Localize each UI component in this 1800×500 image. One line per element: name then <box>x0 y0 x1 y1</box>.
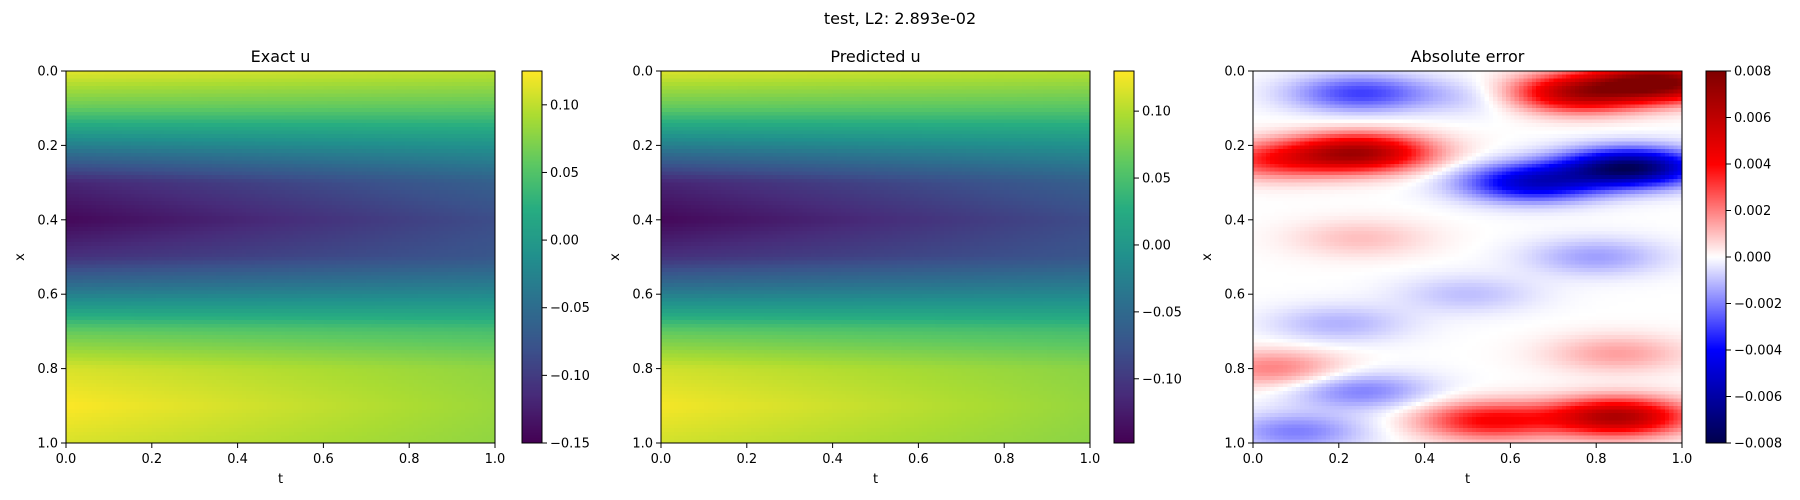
colorbar-tick-label: −0.004 <box>1734 344 1782 359</box>
y-tick-label: 1.0 <box>37 437 58 452</box>
x-tick-label: 0.2 <box>736 452 757 467</box>
colorbar-tick-label: −0.10 <box>550 369 590 384</box>
x-tick-label: 0.2 <box>1328 452 1349 467</box>
colorbar-tick-label: −0.008 <box>1734 437 1782 452</box>
x-tick-label: 0.0 <box>651 452 672 467</box>
colorbar-tick-label: −0.006 <box>1734 390 1782 405</box>
x-tick-label: 0.4 <box>227 452 248 467</box>
x-axis-label: t <box>278 472 283 487</box>
colorbar-tick-label: −0.15 <box>550 437 590 452</box>
colorbar-gradient <box>1706 71 1726 443</box>
x-tick-label: 0.0 <box>56 452 77 467</box>
y-tick-label: 0.2 <box>37 139 58 154</box>
panel-exact-u: Exact u0.0 0.2 0.4 0.6 0.8 1.00.00.20.40.60.8… <box>13 47 590 487</box>
y-tick-label: 0.4 <box>632 213 653 228</box>
y-tick-label: 0.6 <box>632 288 653 303</box>
panel-predicted-u: Predicted u0.0 0.2 0.4 0.6 0.8 1.00.00.20.40.… <box>608 47 1182 487</box>
y-tick-label: 0.4 <box>37 213 58 228</box>
y-tick-label: 0.2 <box>632 139 653 154</box>
x-tick-label: 0.2 <box>141 452 162 467</box>
y-tick-label: 1.0 <box>632 437 653 452</box>
y-axis-label: x <box>608 253 623 261</box>
colorbar-frame <box>1113 70 1135 444</box>
colorbar-tick-label: 0.00 <box>550 234 579 249</box>
heatmap-image <box>1253 71 1682 443</box>
panel-title: Exact u <box>251 47 311 66</box>
colorbar-frame <box>521 70 543 444</box>
colorbar-tick-label: 0.004 <box>1734 158 1771 173</box>
colorbar-tick-label: −0.10 <box>1142 372 1182 387</box>
plot-frame <box>1252 70 1683 444</box>
y-tick-label: 1.0 <box>1224 437 1245 452</box>
y-tick-label: 0.6 <box>37 288 58 303</box>
x-tick-label: 1.0 <box>485 452 506 467</box>
x-axis-label: t <box>873 472 878 487</box>
x-tick-label: 0.8 <box>994 452 1015 467</box>
colorbar-tick-label: 0.00 <box>1142 238 1171 253</box>
x-tick-label: 0.8 <box>1586 452 1607 467</box>
panel-title: Predicted u <box>830 47 920 66</box>
heatmap-image <box>66 71 495 443</box>
colorbar-tick-label: 0.10 <box>550 98 579 113</box>
x-tick-label: 0.0 <box>1243 452 1264 467</box>
heatmap-image <box>661 71 1090 443</box>
colorbar-gradient <box>522 71 542 443</box>
y-tick-label: 0.8 <box>632 362 653 377</box>
x-tick-label: 0.4 <box>822 452 843 467</box>
figure-suptitle: test, L2: 2.893e-02 <box>824 9 976 28</box>
y-tick-label: 0.6 <box>1224 288 1245 303</box>
colorbar-tick-label: 0.002 <box>1734 204 1771 219</box>
y-tick-label: 0.4 <box>1224 213 1245 228</box>
colorbar-tick-label: 0.10 <box>1142 105 1171 120</box>
x-tick-label: 0.4 <box>1414 452 1435 467</box>
x-tick-label: 1.0 <box>1672 452 1693 467</box>
x-axis-label: t <box>1465 472 1470 487</box>
y-tick-label: 0.0 <box>37 65 58 80</box>
x-tick-label: 0.6 <box>1500 452 1521 467</box>
y-tick-label: 0.8 <box>1224 362 1245 377</box>
colorbar-tick-label: −0.05 <box>1142 305 1182 320</box>
y-tick-label: 0.0 <box>1224 65 1245 80</box>
plot-frame <box>65 70 496 444</box>
y-tick-label: 0.0 <box>632 65 653 80</box>
x-tick-label: 0.6 <box>908 452 929 467</box>
x-tick-label: 1.0 <box>1080 452 1101 467</box>
colorbar-tick-label: 0.05 <box>1142 172 1171 187</box>
colorbar-tick-label: 0.000 <box>1734 251 1771 266</box>
colorbar-tick-label: 0.05 <box>550 166 579 181</box>
panel-title: Absolute error <box>1411 47 1525 66</box>
colorbar-tick-label: −0.05 <box>550 301 590 316</box>
colorbar-tick-label: −0.002 <box>1734 297 1782 312</box>
y-tick-label: 0.8 <box>37 362 58 377</box>
plot-frame <box>660 70 1091 444</box>
x-tick-label: 0.6 <box>313 452 334 467</box>
colorbar-gradient <box>1114 71 1134 443</box>
y-axis-label: x <box>1200 253 1215 261</box>
colorbar-tick-label: 0.008 <box>1734 65 1771 80</box>
y-tick-label: 0.2 <box>1224 139 1245 154</box>
colorbar-tick-label: 0.006 <box>1734 111 1771 126</box>
x-tick-label: 0.8 <box>399 452 420 467</box>
y-axis-label: x <box>13 253 28 261</box>
